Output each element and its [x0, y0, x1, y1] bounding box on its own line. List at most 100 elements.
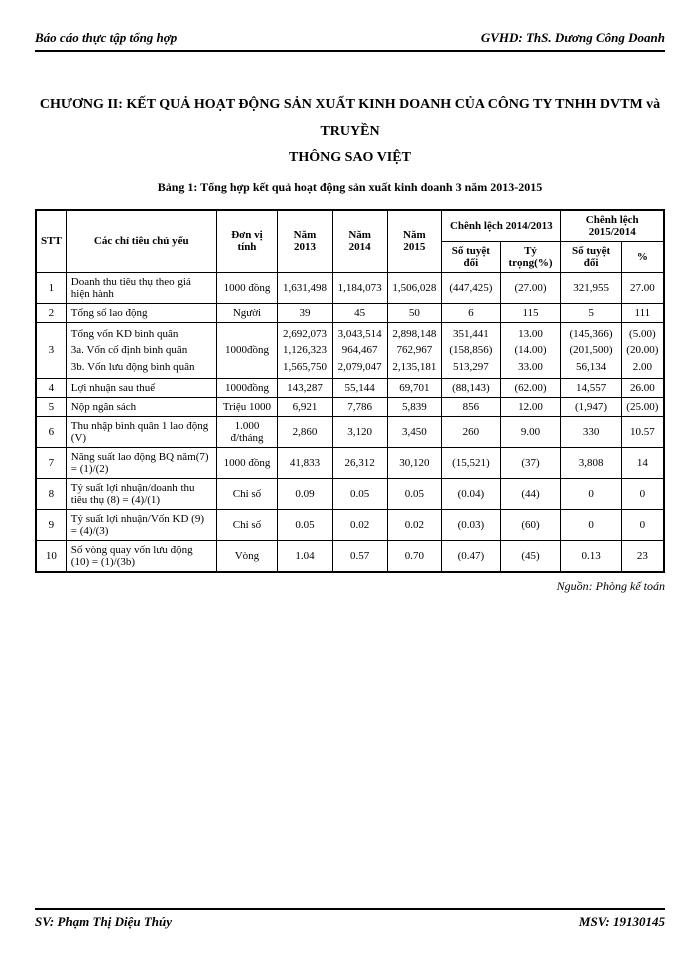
- table-cell: Tỷ suất lợi nhuận/Vốn KD (9) = (4)/(3): [66, 510, 216, 541]
- table-cell: 8: [36, 479, 66, 510]
- table-cell: 2: [36, 303, 66, 322]
- table-cell: 0.70: [387, 541, 442, 573]
- table-cell: 321,955: [561, 272, 621, 303]
- table-cell: 26.00: [621, 379, 664, 398]
- table-cell: 330: [561, 417, 621, 448]
- table-row: 8Tỷ suất lợi nhuận/doanh thu tiêu thụ (8…: [36, 479, 664, 510]
- th-abs1: Số tuyệt đối: [442, 241, 500, 272]
- table-row: 1Doanh thu tiêu thụ theo giá hiện hành10…: [36, 272, 664, 303]
- table-caption: Bảng 1: Tổng hợp kết quả hoạt động sản x…: [35, 180, 665, 195]
- table-row: 7Năng suất lao động BQ năm(7) = (1)/(2)1…: [36, 448, 664, 479]
- th-diff1514: Chênh lệch 2015/2014: [561, 210, 664, 242]
- table-cell: (1,947): [561, 398, 621, 417]
- chapter-title-line2: THÔNG SAO VIỆT: [35, 145, 665, 172]
- table-cell: 0.57: [332, 541, 387, 573]
- table-cell: 45: [332, 303, 387, 322]
- table-row: 2Tổng số lao độngNgười39455061155111: [36, 303, 664, 322]
- table-cell: Năng suất lao động BQ năm(7) = (1)/(2): [66, 448, 216, 479]
- table-head-row1: STT Các chỉ tiêu chủ yếu Đơn vị tính Năm…: [36, 210, 664, 242]
- table-cell: 10.57: [621, 417, 664, 448]
- table-cell: (60): [500, 510, 561, 541]
- table-cell: Chỉ số: [216, 479, 277, 510]
- table-cell: 0.13: [561, 541, 621, 573]
- table-cell: 0: [561, 510, 621, 541]
- table-cell: 1.000 đ/tháng: [216, 417, 277, 448]
- table-cell: Người: [216, 303, 277, 322]
- table-cell: 0.05: [387, 479, 442, 510]
- th-pct2: %: [621, 241, 664, 272]
- table-cell: 351,441(158,856)513,297: [442, 322, 500, 379]
- table-row: 3Tổng vốn KD bình quân3a. Vốn cố định bì…: [36, 322, 664, 379]
- table-head: STT Các chỉ tiêu chủ yếu Đơn vị tính Năm…: [36, 210, 664, 273]
- th-diff1413: Chênh lệch 2014/2013: [442, 210, 561, 242]
- table-cell: 9: [36, 510, 66, 541]
- table-cell: 0: [621, 479, 664, 510]
- table-cell: (15,521): [442, 448, 500, 479]
- table-cell: 1.04: [278, 541, 333, 573]
- source-note: Nguồn: Phòng kế toán: [35, 579, 665, 594]
- table-cell: 5: [561, 303, 621, 322]
- header-left: Báo cáo thực tập tổng hợp: [35, 30, 177, 46]
- table-cell: 0.09: [278, 479, 333, 510]
- table-row: 5Nộp ngân sáchTriệu 10006,9217,7865,8398…: [36, 398, 664, 417]
- table-cell: (447,425): [442, 272, 500, 303]
- table-cell: 2,692,0731,126,3231,565,750: [278, 322, 333, 379]
- table-cell: Doanh thu tiêu thụ theo giá hiện hành: [66, 272, 216, 303]
- table-cell: (88,143): [442, 379, 500, 398]
- table-cell: 1000đồng: [216, 379, 277, 398]
- table-cell: 0.02: [332, 510, 387, 541]
- table-cell: 7: [36, 448, 66, 479]
- table-cell: 111: [621, 303, 664, 322]
- table-cell: 4: [36, 379, 66, 398]
- table-cell: 1,184,073: [332, 272, 387, 303]
- table-cell: Chỉ số: [216, 510, 277, 541]
- table-cell: 41,833: [278, 448, 333, 479]
- table-cell: 7,786: [332, 398, 387, 417]
- table-cell: Tổng vốn KD bình quân3a. Vốn cố định bìn…: [66, 322, 216, 379]
- table-cell: 3: [36, 322, 66, 379]
- table-cell: (0.04): [442, 479, 500, 510]
- table-body: 1Doanh thu tiêu thụ theo giá hiện hành10…: [36, 272, 664, 572]
- th-pct1: Tỷ trọng(%): [500, 241, 561, 272]
- page-header: Báo cáo thực tập tổng hợp GVHD: ThS. Dươ…: [35, 30, 665, 52]
- table-cell: 2,898,148762,9672,135,181: [387, 322, 442, 379]
- data-table: STT Các chỉ tiêu chủ yếu Đơn vị tính Năm…: [35, 209, 665, 574]
- table-cell: 50: [387, 303, 442, 322]
- table-cell: 3,043,514964,4672,079,047: [332, 322, 387, 379]
- footer-right: MSV: 19130145: [579, 914, 665, 930]
- table-cell: 2,860: [278, 417, 333, 448]
- th-stt: STT: [36, 210, 66, 273]
- table-cell: 26,312: [332, 448, 387, 479]
- chapter-title-line1: CHƯƠNG II: KẾT QUẢ HOẠT ĐỘNG SẢN XUẤT KI…: [35, 92, 665, 145]
- th-unit: Đơn vị tính: [216, 210, 277, 273]
- table-cell: (25.00): [621, 398, 664, 417]
- table-cell: 3,120: [332, 417, 387, 448]
- table-row: 9Tỷ suất lợi nhuận/Vốn KD (9) = (4)/(3)C…: [36, 510, 664, 541]
- table-cell: 12.00: [500, 398, 561, 417]
- table-cell: (37): [500, 448, 561, 479]
- table-cell: 6: [442, 303, 500, 322]
- table-cell: 27.00: [621, 272, 664, 303]
- table-cell: 6,921: [278, 398, 333, 417]
- table-row: 4Lợi nhuận sau thuế1000đồng143,28755,144…: [36, 379, 664, 398]
- table-cell: (44): [500, 479, 561, 510]
- page-footer: SV: Phạm Thị Diệu Thúy MSV: 19130145: [35, 908, 665, 930]
- table-cell: (0.47): [442, 541, 500, 573]
- table-cell: 143,287: [278, 379, 333, 398]
- th-2015: Năm 2015: [387, 210, 442, 273]
- table-cell: Triệu 1000: [216, 398, 277, 417]
- table-cell: (62.00): [500, 379, 561, 398]
- table-cell: 14: [621, 448, 664, 479]
- table-cell: Nộp ngân sách: [66, 398, 216, 417]
- table-cell: 856: [442, 398, 500, 417]
- table-cell: 1000đồng: [216, 322, 277, 379]
- th-2013: Năm 2013: [278, 210, 333, 273]
- footer-left: SV: Phạm Thị Diệu Thúy: [35, 914, 172, 930]
- table-cell: Số vòng quay vốn lưu động (10) = (1)/(3b…: [66, 541, 216, 573]
- table-cell: 3,808: [561, 448, 621, 479]
- table-cell: 1000 đồng: [216, 448, 277, 479]
- table-cell: 10: [36, 541, 66, 573]
- table-cell: 0: [621, 510, 664, 541]
- table-cell: Tỷ suất lợi nhuận/doanh thu tiêu thụ (8)…: [66, 479, 216, 510]
- table-cell: (5.00)(20.00)2.00: [621, 322, 664, 379]
